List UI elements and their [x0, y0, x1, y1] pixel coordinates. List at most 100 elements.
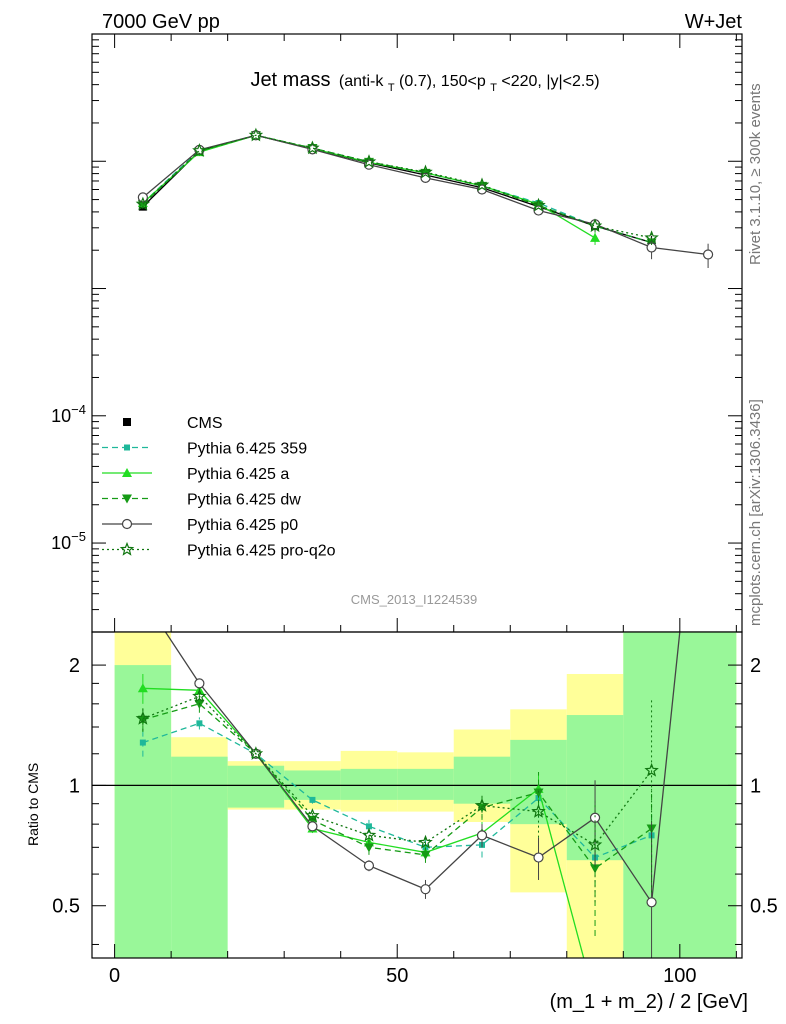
- pdw-point: [363, 843, 374, 853]
- pp0-point: [420, 884, 431, 895]
- pq2o-point: [192, 143, 207, 157]
- ratio-y-tick-label-right: 2: [750, 655, 761, 677]
- pq2o-point: [305, 140, 320, 155]
- legend-marker: [123, 418, 131, 426]
- pp0-point: [533, 205, 544, 216]
- x-tick-label: 100: [663, 965, 696, 987]
- ratio-y-tick-label: 2: [69, 655, 80, 677]
- ratio-panel: 0.5 0.5 1 1 2 2 0 50 100: [52, 34, 778, 987]
- pq2o-point: [587, 218, 603, 233]
- pq2o-point: [644, 762, 659, 777]
- legend-label: Pythia 6.425 p0: [187, 517, 298, 534]
- legend-label: Pythia 6.425 dw: [187, 492, 301, 509]
- ratio-frame: [91, 631, 743, 959]
- pq2o-point: [305, 808, 320, 822]
- pa-point: [137, 683, 148, 693]
- pp0-point: [363, 860, 375, 871]
- uncertainty-band-inner: [227, 765, 285, 808]
- pdw-point: [420, 850, 431, 860]
- pp0-point: [646, 897, 657, 908]
- pp0-point: [194, 678, 205, 689]
- pq2o-point: [474, 797, 490, 812]
- pdw-point: [590, 864, 601, 874]
- pq2o-point: [531, 197, 546, 212]
- title-sub-p-index: T: [490, 82, 497, 94]
- p359-point: [309, 796, 316, 803]
- pq2o-point: [418, 834, 433, 849]
- p359-point: [139, 739, 146, 746]
- legend: CMS Pythia 6.425 359 Pythia 6.425 a Pythia …: [102, 415, 336, 560]
- pdw-line: [142, 703, 652, 870]
- legend-label: Pythia 6.425 a: [187, 466, 289, 483]
- legend-marker: [119, 541, 135, 556]
- main-y-tick-label: 10−5: [51, 529, 86, 553]
- pq2o-line: [142, 695, 653, 846]
- main-y-tick-label: 10−4: [51, 402, 86, 426]
- legend-label: Pythia 6.425 pro-q2o: [187, 543, 336, 560]
- pa-line: [142, 134, 596, 239]
- uncertainty-band-inner: [397, 768, 454, 800]
- pp0-line: [142, 134, 709, 256]
- ratio-y-tick-label: 0.5: [52, 896, 80, 918]
- pq2o-point: [474, 177, 490, 192]
- legend-marker: [124, 444, 130, 451]
- series-p359: [139, 132, 655, 246]
- ratio-y-tick-label-right: 0.5: [750, 896, 778, 918]
- main-panel: 10−4 10−5: [51, 33, 743, 633]
- header-left: 7000 GeV pp: [102, 11, 220, 33]
- p359-line: [142, 722, 652, 859]
- series-cms: [138, 131, 656, 251]
- mcplots-label: mcplots.cern.ch [arXiv:1306.3436]: [747, 399, 764, 626]
- legend-entry-pdw: Pythia 6.425 dw: [102, 492, 301, 509]
- pp0-point: [533, 852, 544, 863]
- pp0-point: [476, 830, 488, 841]
- ratio-y-tick-label: 1: [69, 775, 80, 797]
- pq2o-point: [361, 154, 377, 169]
- plot-title: Jet mass (anti-k T (0.7), 150<p T <220, …: [250, 69, 599, 95]
- legend-marker: [121, 518, 133, 530]
- pp0-point: [702, 249, 714, 260]
- title-sub-suffix: <220, |y|<2.5): [501, 73, 599, 90]
- uncertainty-band-inner: [171, 756, 228, 958]
- legend-entry-cms: CMS: [123, 415, 223, 432]
- pq2o-point: [192, 688, 207, 703]
- legend-marker: [122, 494, 132, 504]
- pq2o-point: [135, 196, 151, 211]
- legend-entry-pq2o: Pythia 6.425 pro-q2o: [102, 541, 336, 560]
- ratio-y-axis-title: Ratio to CMS: [25, 763, 41, 846]
- legend-label: Pythia 6.425 359: [187, 441, 307, 458]
- x-axis-title: (m_1 + m_2) / 2 [GeV]: [550, 991, 748, 1013]
- uncertainty-band-inner: [340, 768, 398, 800]
- legend-marker: [122, 468, 132, 477]
- pq2o-point: [135, 710, 151, 725]
- series-pq2o: [135, 127, 659, 245]
- pq2o-point: [418, 164, 433, 179]
- title-sub-mid: (0.7), 150<p: [399, 73, 486, 90]
- header-right: W+Jet: [685, 11, 743, 33]
- series-pp0: [137, 130, 714, 268]
- series-pq2o: [135, 688, 659, 903]
- pq2o-point: [587, 837, 603, 852]
- pa-point: [590, 232, 601, 242]
- ratio-y-tick-label-right: 1: [750, 775, 761, 797]
- rivet-label: Rivet 3.1.10, ≥ 300k events: [747, 83, 764, 265]
- pq2o-point: [361, 827, 377, 842]
- pq2o-line: [142, 134, 652, 239]
- title-sub-prefix: (anti-k: [339, 73, 384, 90]
- x-tick-label: 50: [386, 965, 408, 987]
- legend-entry-p359: Pythia 6.425 359: [102, 441, 307, 458]
- pq2o-point: [248, 127, 264, 142]
- x-tick-label: 0: [109, 965, 120, 987]
- legend-entry-pa: Pythia 6.425 a: [102, 466, 289, 483]
- title-sub-k-index: T: [388, 82, 395, 94]
- p359-point: [365, 823, 372, 830]
- p359-point: [196, 720, 203, 727]
- uncertainty-band-inner: [623, 632, 737, 958]
- pq2o-point: [248, 746, 264, 760]
- pdw-point: [533, 788, 544, 798]
- series-pdw: [137, 131, 657, 248]
- legend-entry-pp0: Pythia 6.425 p0: [102, 517, 298, 534]
- pq2o-point: [644, 230, 659, 245]
- pq2o-point: [531, 803, 546, 818]
- legend-label: CMS: [187, 415, 223, 432]
